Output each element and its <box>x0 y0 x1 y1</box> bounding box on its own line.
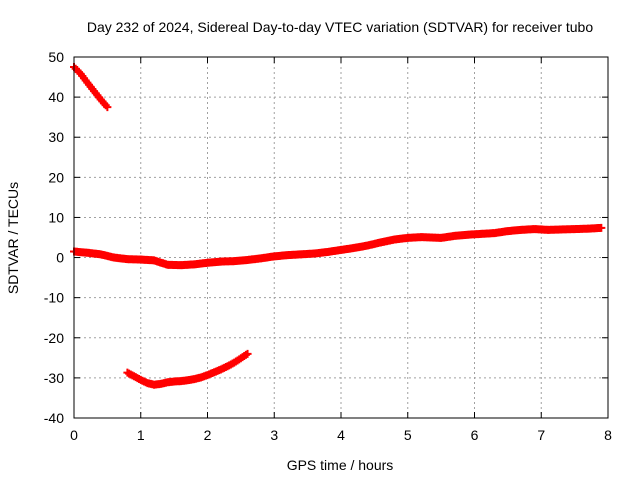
x-tick-labels: 0 1 2 3 4 5 6 7 8 <box>70 427 612 443</box>
data-point-fill <box>238 350 250 362</box>
data-point-fill <box>71 64 84 77</box>
y-tick-label: 20 <box>48 169 64 185</box>
x-tick-label: 0 <box>70 427 78 443</box>
y-tick-label: 30 <box>48 129 64 145</box>
y-tick-label: -30 <box>44 370 64 386</box>
y-tick-label: -10 <box>44 290 64 306</box>
y-axis-label: SDTVAR / TECUs <box>5 182 21 294</box>
y-tick-labels: 50 40 30 20 10 0 -10 -20 -30 -40 <box>44 49 64 426</box>
x-tick-label: 3 <box>270 427 278 443</box>
axis-ticks <box>73 56 609 419</box>
data-points <box>70 63 606 389</box>
data-point-fill <box>218 363 230 373</box>
x-tick-label: 7 <box>537 427 545 443</box>
data-point-fill <box>91 89 104 102</box>
data-point-fill <box>225 359 237 370</box>
x-tick-label: 2 <box>204 427 212 443</box>
data-point-fill <box>205 368 217 379</box>
data-point <box>243 349 252 358</box>
x-tick-label: 5 <box>404 427 412 443</box>
data-point-fill <box>125 369 137 380</box>
data-point-fill <box>231 355 244 366</box>
data-point <box>103 103 112 112</box>
data-point-fill <box>211 366 224 376</box>
y-tick-label: -40 <box>44 410 64 426</box>
x-tick-label: 1 <box>137 427 145 443</box>
x-tick-label: 8 <box>604 427 612 443</box>
data-point-fill <box>138 376 150 387</box>
y-tick-label: 40 <box>48 89 64 105</box>
data-point-fill <box>198 371 210 381</box>
data-point-fill <box>98 97 110 110</box>
y-tick-label: -20 <box>44 330 64 346</box>
series-2 <box>70 223 606 270</box>
data-point <box>597 223 606 232</box>
data-point-fill <box>78 72 90 85</box>
series-3 <box>123 349 252 389</box>
y-tick-label: 0 <box>56 250 64 266</box>
chart-title: Day 232 of 2024, Sidereal Day-to-day VTE… <box>87 19 594 35</box>
x-tick-label: 6 <box>471 427 479 443</box>
y-tick-label: 10 <box>48 209 64 225</box>
x-tick-label: 4 <box>337 427 345 443</box>
x-axis-label: GPS time / hours <box>287 457 394 473</box>
data-point-fill <box>85 80 97 93</box>
y-tick-label: 50 <box>48 49 64 65</box>
data-point-fill <box>131 373 144 383</box>
